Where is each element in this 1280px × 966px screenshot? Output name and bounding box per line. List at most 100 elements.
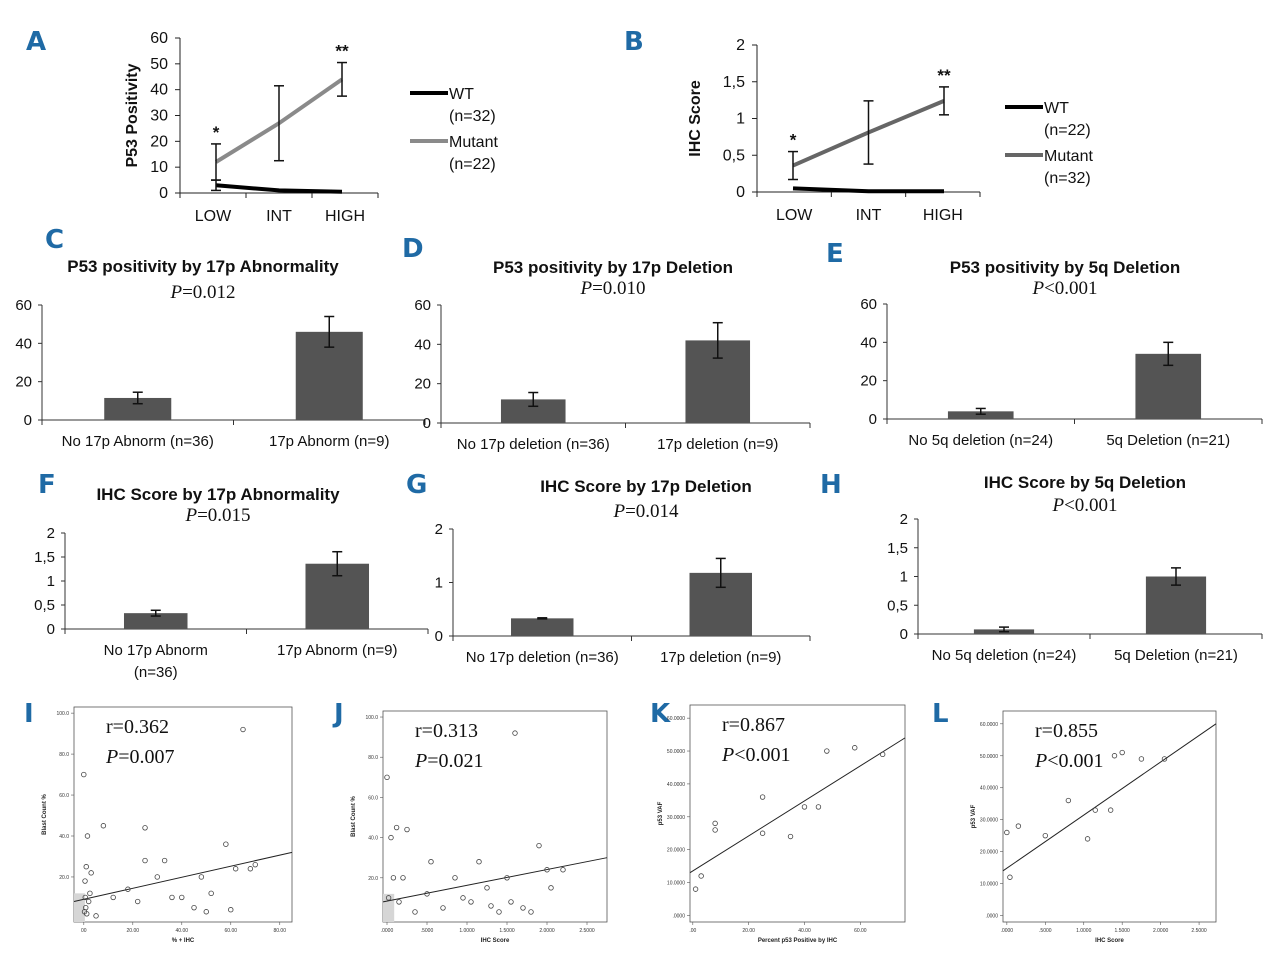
y-tick-label: 0	[159, 185, 168, 202]
panel-label-a: A	[26, 27, 46, 57]
p-value: =0.012	[182, 282, 235, 303]
p-symbol: P	[1034, 750, 1047, 772]
y-axis-label: IHC Score	[687, 80, 704, 157]
y-tick-label: 2	[47, 525, 55, 542]
data-point	[88, 870, 94, 876]
chart-j: 20.0 40.0 60.0 80.0 100.0 .0000 .5000 1.0000 1.5…	[351, 710, 608, 944]
y-tick-label: 50.0000	[667, 749, 685, 755]
y-tick-label: 0	[423, 415, 431, 432]
data-point	[385, 895, 392, 901]
x-axis-label: IHC Score	[481, 938, 510, 944]
chart-i: 20.0 40.0 60.0 80.0 100.0 00 20.00 40.00 60.00 80…	[42, 706, 293, 944]
x-tick-label: INT	[266, 208, 292, 225]
x-tick-label: 2.5000	[579, 928, 595, 934]
p-symbol: P	[169, 282, 182, 303]
panel-label-i: I	[24, 699, 34, 729]
y-tick-label: 40	[15, 335, 32, 352]
panel-label-b: B	[624, 27, 644, 57]
data-point	[81, 771, 87, 778]
y-tick-label: 50	[150, 56, 168, 73]
bar	[511, 618, 574, 636]
y-tick-label: 40	[860, 334, 877, 351]
panel-label-d: D	[402, 234, 424, 264]
data-point	[240, 726, 246, 733]
y-tick-label: 2	[900, 511, 908, 528]
chart-title: P53 positivity by 5q Deletion	[950, 258, 1181, 277]
data-point	[87, 890, 93, 897]
data-point	[84, 911, 90, 917]
p-value: <0.001	[1064, 495, 1117, 516]
p-value-label: P=0.015	[184, 505, 250, 526]
y-tick-label: 50.0000	[980, 754, 998, 760]
data-point	[452, 875, 458, 881]
y-tick-label: 10.0000	[667, 881, 685, 887]
x-tick-label: HIGH	[325, 208, 365, 225]
y-tick-label: 0	[900, 626, 908, 643]
data-point	[84, 833, 91, 839]
y-tick-label: 1	[47, 573, 55, 590]
y-tick-label: 1,5	[887, 540, 908, 557]
legend-count: (n=32)	[449, 108, 496, 125]
data-point	[252, 861, 258, 868]
y-tick-label: 0	[47, 621, 55, 638]
y-tick-label: 0,5	[34, 597, 55, 614]
p-symbol: P	[184, 505, 197, 526]
p-value: <0.001	[1047, 750, 1103, 772]
data-point	[82, 878, 88, 884]
x-tick-label: 60.00	[854, 928, 867, 934]
chart-k: .0000 10.0000 20.0000 30.0000 40.0000 50.0000…	[658, 704, 906, 944]
legend-count: (n=22)	[1044, 122, 1091, 139]
y-tick-label: 80.0	[368, 755, 378, 761]
y-tick-label: 100.0	[56, 711, 69, 717]
data-point	[393, 824, 400, 831]
fit-line	[1002, 723, 1217, 872]
data-point	[698, 873, 704, 879]
chart-title: P53 positivity by 17p Abnormality	[67, 257, 339, 276]
correlation-r: r=0.855	[1035, 720, 1098, 742]
data-point	[504, 875, 510, 881]
significance-marker: *	[213, 123, 220, 142]
y-tick-label: 2	[736, 37, 745, 54]
x-tick-label: 40.00	[176, 928, 189, 934]
chart-b: 0 0,5 1 1,5 2 LOW INT HIGH IHC Score WT (n=22) Muta…	[687, 37, 1093, 224]
y-tick-label: 60	[15, 297, 32, 314]
data-point	[179, 894, 185, 901]
x-tick-label: 1.0000	[459, 928, 475, 934]
p-value-label: P=0.007	[105, 746, 175, 768]
p-value-label: P<0.001	[721, 744, 791, 766]
data-point	[85, 898, 92, 905]
fit-line	[689, 737, 906, 874]
y-tick-label: 40	[150, 82, 168, 99]
data-point	[404, 826, 410, 833]
data-point	[228, 907, 234, 913]
y-tick-label: 40.0000	[667, 782, 685, 788]
p-symbol: P	[579, 278, 592, 299]
p-symbol: P	[612, 501, 625, 522]
plot-frame	[689, 704, 906, 923]
data-point	[169, 894, 175, 901]
data-point	[82, 894, 88, 901]
x-tick-label: 2.5000	[1191, 928, 1207, 934]
panel-label-e: E	[826, 239, 844, 269]
data-point	[801, 804, 808, 810]
panel-label-g: G	[406, 470, 427, 500]
significance-marker: *	[790, 131, 797, 150]
p-value: =0.021	[427, 750, 483, 772]
data-point	[468, 899, 474, 905]
x-tick-label: No 17p deletion (n=36)	[466, 649, 619, 666]
p-symbol: P	[105, 746, 118, 768]
data-point	[142, 825, 148, 831]
data-point	[759, 794, 766, 800]
series-line-wt	[792, 186, 944, 194]
data-point	[1161, 756, 1168, 762]
data-point	[712, 827, 718, 833]
plot-frame	[73, 706, 293, 923]
y-axis-label: Blast Count %	[351, 796, 357, 837]
significance-marker: **	[335, 42, 349, 61]
y-tick-label: 20	[860, 373, 877, 390]
data-point	[544, 867, 550, 873]
p-value-label: P<0.001	[1034, 750, 1104, 772]
panel-label-f: F	[38, 470, 56, 500]
